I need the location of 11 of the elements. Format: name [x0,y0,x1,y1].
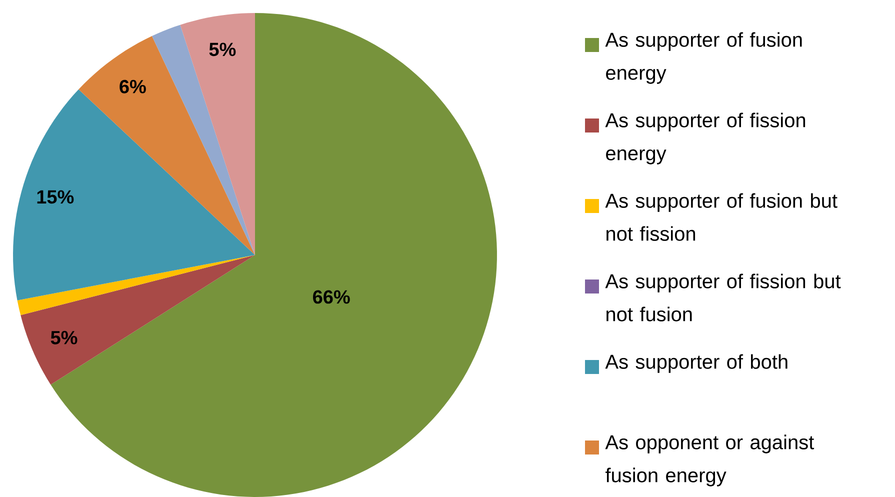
data-label: 6% [120,80,146,94]
legend-label: As supporter of fission energy [605,112,806,164]
legend-label: As supporter of fusion but not fission [605,193,838,241]
legend-label: As opponent or against fusion energy [605,434,814,486]
data-label: 66% [313,290,350,304]
legend-label: As supporter of fusion energy [605,32,802,84]
legend-label: As supporter of fission but not fusion [605,274,841,322]
data-label: 5% [209,42,236,56]
data-label: 15% [37,190,74,204]
data-label: 5% [50,330,78,344]
legend-label: As supporter of both [605,354,788,373]
